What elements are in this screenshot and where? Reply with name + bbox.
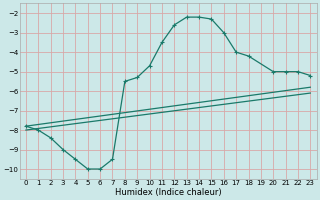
X-axis label: Humidex (Indice chaleur): Humidex (Indice chaleur): [115, 188, 221, 197]
